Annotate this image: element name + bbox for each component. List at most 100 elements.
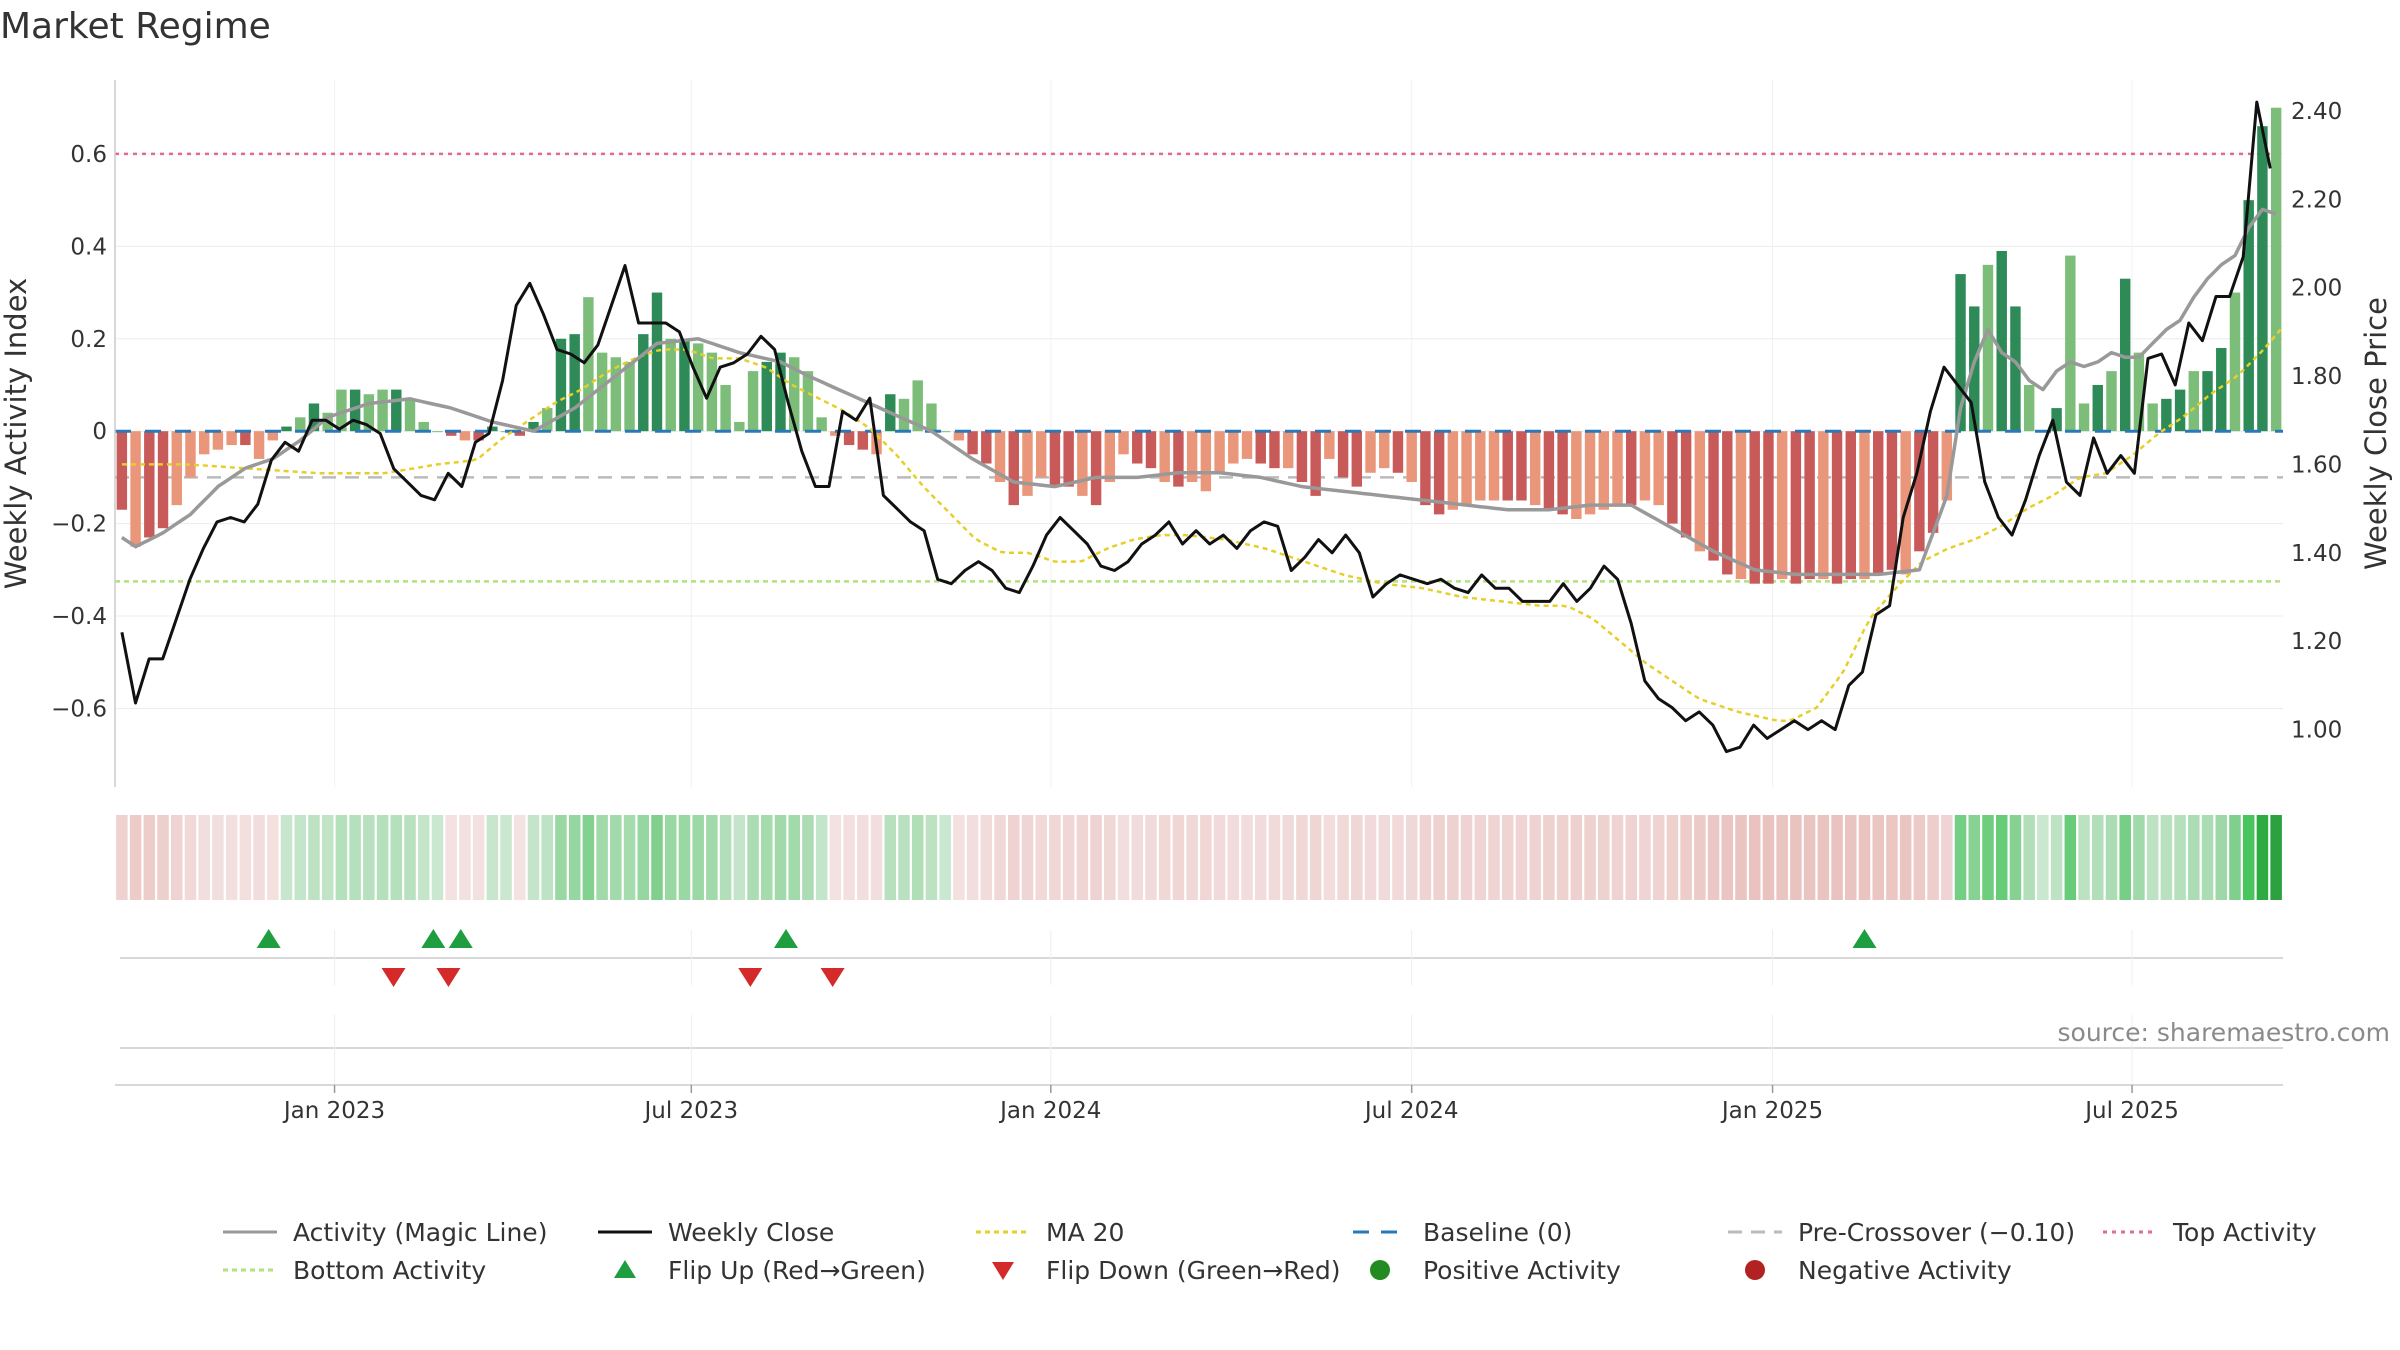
regime-cell: [898, 815, 910, 900]
regime-cell: [1419, 815, 1432, 900]
x-tick-label: Jul 2023: [642, 1098, 738, 1124]
regime-cell: [294, 815, 307, 900]
activity-bar: [212, 431, 224, 450]
regime-cell: [1392, 815, 1404, 900]
regime-cell: [1858, 815, 1871, 900]
activity-bar: [1392, 431, 1404, 473]
activity-bar: [1749, 431, 1760, 584]
activity-bar: [1296, 431, 1308, 483]
activity-bar: [569, 334, 580, 432]
activity-bar: [1475, 431, 1486, 501]
activity-bar: [843, 431, 855, 446]
regime-cell: [1694, 815, 1706, 900]
activity-bar: [816, 417, 827, 432]
y-left-tick-label: 0.6: [70, 142, 107, 168]
regime-cell: [1872, 815, 1884, 900]
regime-cell: [555, 815, 567, 900]
activity-bar: [1557, 431, 1568, 515]
regime-cell: [1488, 815, 1500, 900]
activity-bar: [2229, 292, 2241, 432]
regime-cell: [1680, 815, 1692, 900]
activity-bar: [144, 431, 155, 538]
y-left-tick-label: 0.4: [70, 234, 107, 260]
regime-cell: [1172, 815, 1185, 900]
regime-cell: [1598, 815, 1610, 900]
legend-label: Bottom Activity: [293, 1256, 486, 1285]
regime-cell: [2188, 815, 2200, 900]
activity-bar: [528, 421, 539, 432]
regime-cell: [939, 815, 951, 900]
regime-cell: [225, 815, 238, 900]
regime-cell: [1625, 815, 1637, 900]
activity-bar: [2188, 371, 2200, 432]
activity-bar: [830, 431, 841, 436]
activity-bar: [542, 408, 553, 432]
source-label: source: sharemaestro.com: [2058, 1018, 2391, 1047]
y-right-axis-title: Weekly Close Price: [2359, 297, 2393, 570]
activity-bar: [2174, 389, 2186, 432]
activity-bar: [1571, 431, 1582, 519]
activity-bar: [267, 431, 279, 441]
activity-bar: [1461, 431, 1472, 506]
regime-cell: [1076, 815, 1089, 900]
activity-bar: [514, 431, 525, 436]
regime-cell: [1104, 815, 1116, 900]
regime-cell: [280, 815, 293, 900]
activity-bar: [116, 431, 128, 510]
activity-bars: [116, 107, 2282, 584]
regime-cell: [2174, 815, 2186, 900]
legend-item: Activity (Magic Line): [223, 1218, 547, 1247]
activity-bar: [130, 431, 141, 547]
legend-item: Flip Up (Red→Green): [614, 1256, 926, 1285]
regime-cell: [1652, 815, 1665, 900]
regime-cell: [321, 815, 334, 900]
activity-bar: [720, 384, 731, 432]
regime-cell: [1186, 815, 1198, 900]
activity-bar: [2065, 255, 2076, 432]
activity-bar: [1516, 431, 1527, 501]
legend-label: Flip Down (Green→Red): [1046, 1256, 1341, 1285]
regime-cell: [459, 815, 471, 900]
magic-line: [120, 207, 2277, 577]
y-left-tick-label: 0.2: [70, 327, 107, 353]
regime-cell: [994, 815, 1006, 900]
regime-cell: [2229, 815, 2241, 900]
y-left-tick-label: 0: [92, 419, 107, 445]
activity-bar: [665, 338, 676, 432]
activity-bar: [1639, 431, 1651, 501]
activity-bar: [1077, 431, 1088, 496]
activity-bar: [308, 403, 320, 432]
x-tick-label: Jan 2024: [998, 1098, 1101, 1124]
activity-bar: [857, 431, 869, 450]
activity-bar: [2161, 398, 2172, 432]
activity-bar: [596, 352, 608, 432]
activity-bar: [1159, 431, 1170, 483]
activity-bar: [638, 334, 649, 432]
regime-cell: [2009, 815, 2022, 900]
regime-cell: [1845, 815, 1857, 900]
regime-cell: [610, 815, 622, 900]
legend-flip-down-icon: [992, 1262, 1014, 1280]
activity-bar: [1228, 431, 1239, 464]
regime-cell: [1035, 815, 1047, 900]
activity-bar: [1584, 431, 1596, 515]
regime-cell: [843, 815, 855, 900]
regime-cell: [1447, 815, 1459, 900]
activity-bar: [1145, 431, 1157, 469]
regime-cell: [500, 815, 512, 900]
activity-bar: [1282, 431, 1294, 469]
activity-bar: [2147, 403, 2158, 432]
activity-bar: [1955, 274, 1966, 432]
regime-cell: [761, 815, 773, 900]
regime-cell: [2270, 815, 2282, 900]
regime-cell: [664, 815, 677, 900]
regime-cell: [1762, 815, 1775, 900]
activity-bar: [953, 431, 965, 441]
activity-bar: [226, 431, 237, 446]
activity-bar: [1310, 431, 1321, 496]
activity-bar: [432, 431, 443, 433]
activity-bar: [487, 426, 498, 432]
regime-cell: [1021, 815, 1034, 900]
regime-cell: [1213, 815, 1226, 900]
activity-bar: [1818, 431, 1829, 580]
